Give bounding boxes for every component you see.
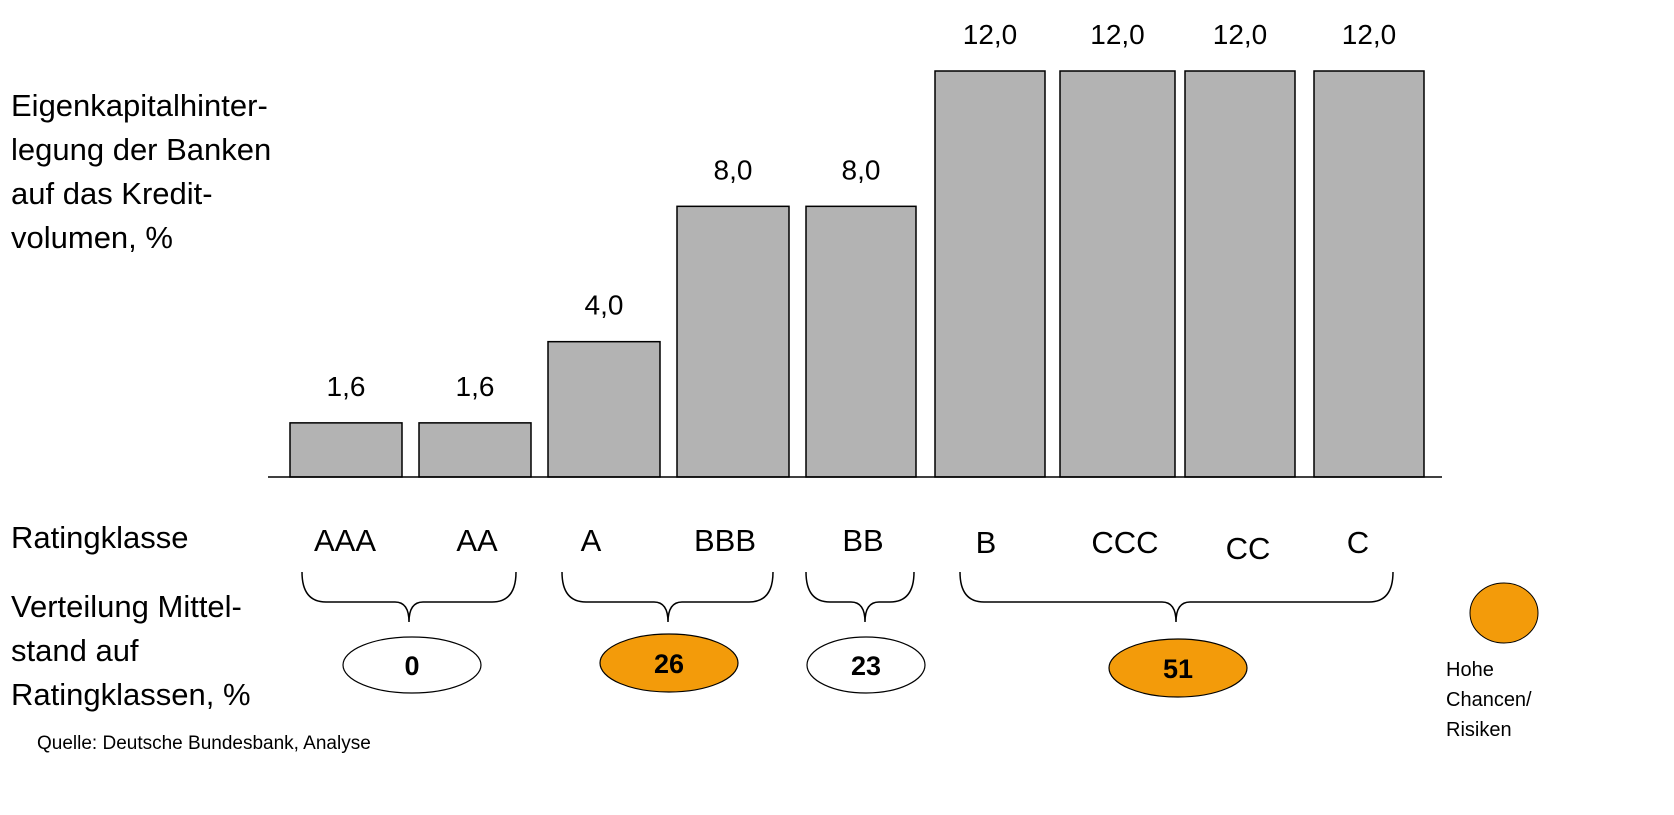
- distribution-value: 26: [654, 649, 684, 679]
- bar-b: [934, 70, 1046, 478]
- bar-value-label: 12,0: [963, 19, 1018, 50]
- y-axis-label-line: volumen, %: [11, 220, 173, 255]
- category-labels-group: AAA AA A BBB BB B CCC CC C: [314, 523, 1369, 566]
- bar-aaa: [289, 422, 403, 478]
- braces-group: [301, 571, 1394, 623]
- distribution-oval: [342, 636, 482, 694]
- category-label-cc: CC: [1226, 531, 1271, 566]
- bar-c: [1313, 70, 1425, 478]
- y-axis-label-line: legung der Banken: [11, 132, 272, 167]
- distribution-value: 51: [1163, 654, 1193, 684]
- source-note: Quelle: Deutsche Bundesbank, Analyse: [37, 733, 371, 754]
- group-brace: [561, 571, 774, 623]
- bar-a: [547, 340, 661, 478]
- bar-value-label: 12,0: [1213, 19, 1268, 50]
- category-label-bb: BB: [842, 523, 883, 558]
- bars-group: 1,6 1,6 4,0 8,0 8,0 12,0 12,0 12,0 12,0: [289, 19, 1425, 478]
- bar-value-label: 1,6: [456, 371, 495, 402]
- distribution-label: Verteilung Mittel- stand auf Ratingklass…: [11, 585, 251, 717]
- group-brace: [959, 571, 1394, 623]
- legend-label: Hohe Chancen/ Risiken: [1446, 655, 1532, 745]
- bar-value-label: 8,0: [842, 154, 881, 185]
- legend-label-line: Risiken: [1446, 719, 1512, 741]
- bar-value-label: 8,0: [714, 154, 753, 185]
- category-label-ccc: CCC: [1091, 525, 1158, 560]
- category-label-c: C: [1347, 525, 1369, 560]
- category-label-aaa: AAA: [314, 523, 376, 558]
- bar-value-label: 1,6: [327, 371, 366, 402]
- category-label-a: A: [581, 523, 602, 558]
- bar-value-label: 4,0: [585, 290, 624, 321]
- legend-label-line: Chancen/: [1446, 689, 1532, 711]
- bar-bb: [805, 205, 917, 478]
- bar-value-label: 12,0: [1342, 19, 1397, 50]
- y-axis-label: Eigenkapitalhinter- legung der Banken au…: [11, 84, 271, 260]
- category-label-b: B: [976, 525, 997, 560]
- distribution-oval: [599, 633, 739, 693]
- group-brace: [805, 571, 915, 623]
- y-axis-label-line: Eigenkapitalhinter-: [11, 88, 268, 123]
- distribution-value: 0: [404, 651, 419, 681]
- distribution-value: 23: [851, 651, 881, 681]
- category-label-aa: AA: [456, 523, 498, 558]
- rating-class-label: Ratingklasse: [11, 520, 189, 555]
- legend-label-line: Hohe: [1446, 659, 1494, 681]
- group-brace: [301, 571, 517, 623]
- distribution-label-line: Ratingklassen, %: [11, 677, 251, 712]
- distribution-label-line: Verteilung Mittel-: [11, 589, 242, 624]
- bar-bbb: [676, 205, 790, 478]
- distribution-oval: [1108, 638, 1248, 698]
- category-label-bbb: BBB: [694, 523, 756, 558]
- y-axis-label-line: auf das Kredit-: [11, 176, 213, 211]
- distribution-label-line: stand auf: [11, 633, 139, 668]
- distribution-oval: [806, 636, 926, 694]
- distribution-ovals-group: 0 26 23 51: [342, 633, 1248, 698]
- bar-value-label: 12,0: [1090, 19, 1145, 50]
- bar-aa: [418, 422, 532, 478]
- bar-ccc: [1059, 70, 1176, 478]
- legend-swatch: [1469, 582, 1539, 644]
- bar-cc: [1184, 70, 1296, 478]
